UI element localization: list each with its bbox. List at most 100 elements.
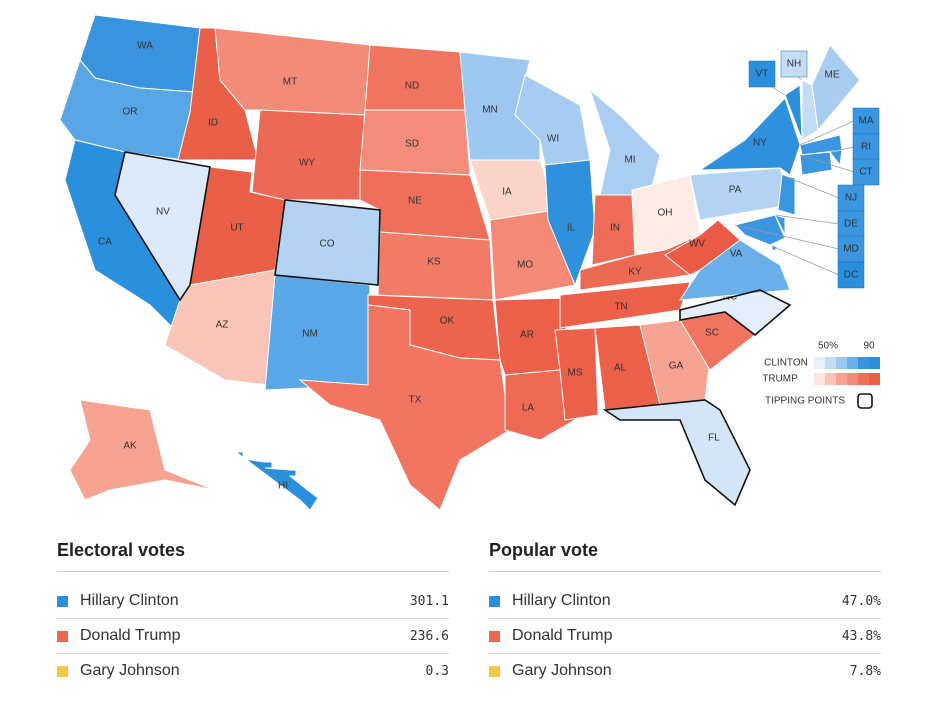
table-row: Gary Johnson 7.8% (489, 654, 881, 688)
us-map: WA OR CA NV ID MT WY UT AZ CO NM ND SD NE KS OK TX MN IA MO… (59, 14, 880, 511)
state-label: MD (843, 244, 859, 255)
swatch (57, 630, 68, 642)
state-label: MA (859, 116, 874, 127)
table-title: Electoral votes (57, 540, 449, 572)
state-label: NJ (845, 193, 857, 204)
leader-line (799, 154, 855, 173)
state (251, 109, 366, 201)
state (603, 399, 751, 506)
candidate: Donald Trump (512, 627, 613, 644)
state-label: MT (283, 77, 297, 88)
table-row: Hillary Clinton 301.1 (57, 584, 449, 619)
state-label: CT (859, 167, 872, 178)
state (214, 27, 371, 116)
candidate: Donald Trump (80, 627, 181, 644)
legend-swatch (825, 373, 836, 385)
state-label: ID (208, 118, 218, 129)
value: 236.6 (409, 628, 449, 644)
state (504, 369, 576, 441)
state (588, 88, 661, 196)
state-label: HI (278, 481, 288, 492)
state-label: NV (156, 207, 170, 218)
tipping-outline (679, 289, 792, 337)
state (679, 239, 791, 301)
legend-scale-low: 50% (818, 341, 838, 352)
state-label: NH (787, 59, 801, 70)
state (69, 399, 216, 501)
state-label: MS (568, 368, 583, 379)
state (554, 327, 599, 421)
state-label: RI (861, 142, 871, 153)
state-box (852, 107, 880, 135)
leader-line (829, 146, 855, 153)
state-label: TN (614, 302, 627, 313)
swatch (489, 595, 500, 607)
legend-swatch (869, 357, 880, 369)
state-label: NY (753, 138, 767, 149)
legend-clinton: CLINTON (764, 358, 808, 369)
state (234, 451, 319, 511)
legend-tipping-box (857, 393, 873, 409)
state-label: IN (610, 223, 620, 234)
state-label: AZ (216, 320, 229, 331)
state-label: ND (405, 81, 419, 92)
state (544, 159, 596, 287)
state-box (780, 50, 808, 78)
state-label: PA (729, 185, 742, 196)
state-label: CA (98, 237, 112, 248)
legend-swatch (858, 357, 869, 369)
state-label: LA (522, 403, 535, 414)
value: 301.1 (409, 593, 449, 609)
candidate: Gary Johnson (512, 662, 612, 679)
electoral-table: Electoral votes Hillary Clinton 301.1 Donal… (57, 540, 449, 688)
state-label: FL (708, 433, 720, 444)
state (459, 51, 541, 161)
state-label: KY (628, 267, 642, 278)
legend-trump: TRUMP (762, 374, 798, 385)
state-box (837, 184, 865, 212)
state-label: WY (299, 158, 315, 169)
value: 7.8% (849, 663, 881, 679)
legend-swatch (869, 373, 880, 385)
state-label: WV (689, 239, 705, 250)
swatch (57, 665, 68, 677)
state (698, 97, 801, 176)
swatch (489, 665, 500, 677)
value: 47.0% (841, 593, 881, 609)
state-label: NM (302, 329, 318, 340)
candidate: Hillary Clinton (512, 592, 611, 609)
table-row: Donald Trump 43.8% (489, 619, 881, 654)
state-label: OH (658, 208, 673, 219)
state-label: AK (123, 441, 137, 452)
state-label: AL (614, 363, 627, 374)
state-label: IL (567, 223, 576, 234)
state (829, 149, 843, 167)
legend-swatch (836, 357, 847, 369)
state-label: WI (547, 134, 559, 145)
state-label: VT (756, 69, 769, 80)
state-label: ME (825, 70, 840, 81)
state-label: WA (137, 41, 153, 52)
state-label: DC (844, 270, 858, 281)
value: 43.8% (841, 628, 881, 644)
state (298, 304, 511, 511)
state-label: CO (320, 239, 335, 250)
state-label: TX (409, 395, 422, 406)
state-label: SD (405, 139, 419, 150)
state-box (748, 60, 776, 88)
table-row: Donald Trump 236.6 (57, 619, 449, 654)
tipping-outline (602, 399, 751, 507)
leader-line (771, 245, 840, 276)
table-row: Hillary Clinton 47.0% (489, 584, 881, 619)
legend-swatch (847, 357, 858, 369)
state-label: OR (123, 107, 138, 118)
state-label: AR (520, 330, 534, 341)
state-label: NE (408, 196, 422, 207)
table-title: Popular vote (489, 540, 881, 572)
state (811, 44, 861, 132)
legend-swatch (814, 357, 825, 369)
state-label: IA (502, 187, 512, 198)
leader-line (734, 224, 840, 250)
state-label: KS (427, 257, 441, 268)
